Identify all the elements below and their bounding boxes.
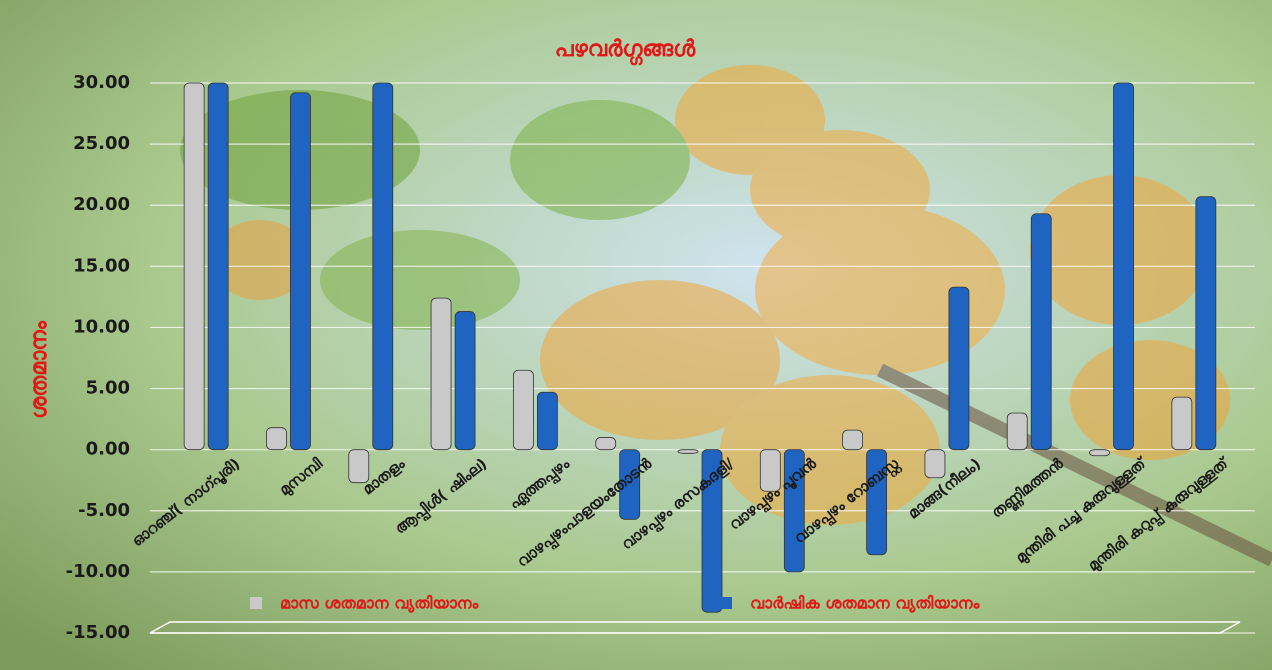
bar xyxy=(207,82,229,451)
bar xyxy=(372,82,394,451)
y-axis-title: ശതമാനം xyxy=(27,320,52,419)
legend-label: മാസ ശതമാന വ്യതിയാനം xyxy=(280,594,480,614)
bar xyxy=(512,369,534,451)
bar xyxy=(1195,196,1217,451)
bar xyxy=(924,449,946,479)
y-tick-label: -5.00 xyxy=(78,500,130,521)
bar xyxy=(1030,213,1052,451)
bar xyxy=(677,449,699,454)
y-tick-label: 15.00 xyxy=(73,255,130,276)
y-tick-label: 5.00 xyxy=(86,378,130,399)
bar xyxy=(759,449,781,492)
bar xyxy=(701,449,723,613)
bar xyxy=(183,82,205,451)
chart-title: പഴവർഗ്ഗങ്ങൾ xyxy=(555,37,696,66)
bar xyxy=(454,311,476,451)
bar xyxy=(536,391,558,451)
bar xyxy=(842,429,864,451)
y-tick-label: -15.00 xyxy=(66,622,130,643)
bar xyxy=(1113,82,1134,451)
bar xyxy=(348,449,370,484)
bar xyxy=(783,449,805,573)
bar xyxy=(430,297,452,451)
y-tick-label: 10.00 xyxy=(73,316,130,337)
y-tick-label: 30.00 xyxy=(73,72,130,93)
legend-label: വാർഷിക ശതമാന വ്യതിയാനം xyxy=(750,594,981,614)
bar xyxy=(1089,449,1110,457)
bar xyxy=(1171,396,1193,451)
bar xyxy=(866,449,888,556)
y-tick-label: 25.00 xyxy=(73,133,130,154)
y-tick-label: 0.00 xyxy=(86,439,130,460)
bar xyxy=(266,427,287,451)
legend-swatch xyxy=(720,597,732,609)
y-tick-label: -10.00 xyxy=(66,561,130,582)
bar xyxy=(619,449,641,520)
legend-swatch xyxy=(250,597,262,609)
y-tick-label: 20.00 xyxy=(73,194,130,215)
bar xyxy=(948,286,970,451)
bar xyxy=(595,437,617,451)
bar xyxy=(290,92,311,451)
bar xyxy=(1006,412,1028,451)
